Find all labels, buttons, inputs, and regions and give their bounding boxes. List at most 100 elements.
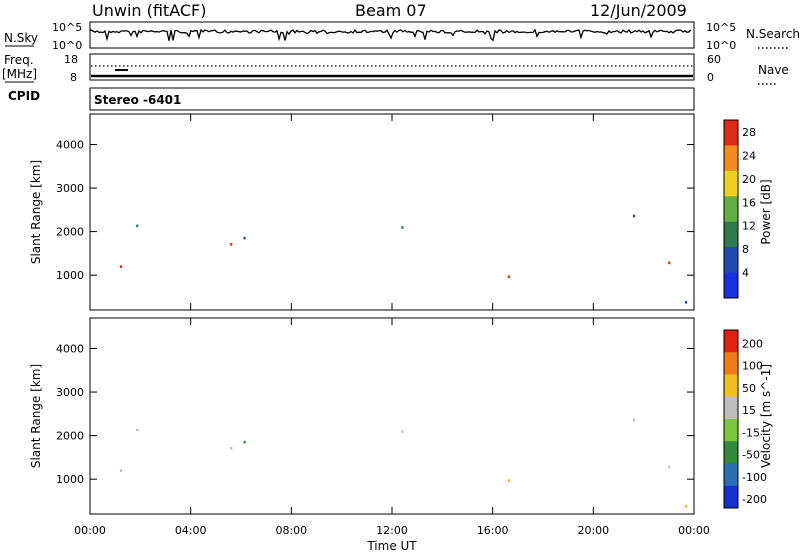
colorbar-swatch bbox=[724, 441, 738, 464]
colorbar-swatch bbox=[724, 396, 738, 420]
velocity-cell bbox=[685, 505, 688, 508]
velocity-cell bbox=[119, 469, 123, 472]
xtick-label: 12:00 bbox=[376, 524, 408, 537]
power-cell bbox=[632, 214, 636, 218]
velocity-cell bbox=[668, 465, 671, 469]
power-cell bbox=[401, 226, 404, 229]
freq-unit: [MHz] bbox=[2, 67, 37, 81]
cpid-label: CPID bbox=[8, 89, 40, 103]
colorbar-swatch bbox=[724, 463, 738, 487]
power-cbar-tick: 12 bbox=[742, 220, 756, 233]
power-cbar-tick: 16 bbox=[742, 196, 756, 209]
power-yticks: 1000 2000 3000 4000 bbox=[56, 138, 694, 282]
power-cbar-tick: 4 bbox=[742, 267, 749, 280]
power-cbar-tick: 28 bbox=[742, 126, 756, 139]
power-data bbox=[119, 214, 688, 304]
power-cell bbox=[685, 301, 688, 304]
ytick-label: 3000 bbox=[56, 386, 84, 399]
velocity-cbar-tick: 15 bbox=[742, 404, 756, 417]
velocity-panel: 1000 2000 3000 4000 Slant Range [km] 200 100… bbox=[29, 114, 773, 553]
velocity-cell bbox=[507, 479, 510, 482]
power-cbar-tick: 8 bbox=[742, 243, 749, 256]
power-cell bbox=[243, 236, 246, 240]
nave-tick-top: 60 bbox=[707, 53, 721, 66]
nsky-tick-bottom: 10^0 bbox=[52, 39, 82, 52]
velocity-colorbar: 200 100 50 15 -15 -50 -100 -200 bbox=[723, 329, 767, 509]
nsearch-label: N.Search bbox=[746, 27, 800, 41]
power-colorbar: 4 8 12 16 20 24 28 bbox=[723, 119, 756, 299]
colorbar-swatch bbox=[724, 330, 738, 353]
nsky-frame bbox=[89, 21, 695, 49]
xtick-label: 20:00 bbox=[577, 524, 609, 537]
colorbar-swatch bbox=[724, 196, 738, 223]
velocity-cbar-tick: -50 bbox=[742, 449, 760, 462]
ytick-label: 1000 bbox=[56, 269, 84, 282]
velocity-cbar-tick: -15 bbox=[742, 426, 760, 439]
velocity-cbar-tick: -200 bbox=[742, 493, 767, 506]
nsky-trace bbox=[90, 28, 692, 42]
velocity-cell bbox=[632, 418, 636, 422]
cpid-frame bbox=[89, 87, 695, 111]
velocity-cell bbox=[243, 440, 246, 444]
colorbar-swatch bbox=[724, 145, 738, 172]
freq-panel: Freq. [MHz] 18 8 60 0 Nave bbox=[2, 53, 789, 85]
ytick-label: 2000 bbox=[56, 430, 84, 443]
ytick-label: 2000 bbox=[56, 226, 84, 239]
velocity-cbar-label: Velocity [m s^-1] bbox=[759, 364, 773, 468]
nsky-label: N.Sky bbox=[4, 31, 38, 45]
beam-title: Beam 07 bbox=[355, 1, 427, 20]
colorbar-swatch bbox=[724, 247, 738, 274]
freq-label: Freq. bbox=[4, 53, 34, 67]
ytick-label: 3000 bbox=[56, 182, 84, 195]
power-cell bbox=[507, 275, 510, 278]
colorbar-swatch bbox=[724, 374, 738, 398]
colorbar-swatch bbox=[724, 272, 738, 299]
nave-label: Nave bbox=[758, 63, 789, 77]
colorbar-frame bbox=[723, 329, 739, 509]
velocity-data bbox=[119, 418, 688, 508]
nsearch-tick-top: 10^5 bbox=[706, 21, 736, 34]
freq-tick-bottom: 8 bbox=[70, 71, 77, 84]
power-panel: 1000 2000 3000 4000 Slant Range [km] 4 8 12 16… bbox=[29, 113, 773, 311]
velocity-cbar-tick: 200 bbox=[742, 337, 763, 350]
nsky-panel: N.Sky 10^5 10^0 10^5 10^0 N.Search bbox=[4, 21, 800, 52]
ytick-label: 4000 bbox=[56, 138, 84, 151]
power-cell bbox=[136, 224, 139, 228]
cpid-value: Stereo -6401 bbox=[94, 93, 181, 107]
nsky-line bbox=[90, 28, 692, 42]
ytick-label: 1000 bbox=[56, 473, 84, 486]
date-title: 12/Jun/2009 bbox=[590, 1, 687, 20]
station-title: Unwin (fitACF) bbox=[92, 1, 206, 20]
time-axis-ticks: 00:00 04:00 08:00 12:00 16:00 20:00 00:00 bbox=[74, 114, 710, 537]
nave-tick-bottom: 0 bbox=[707, 71, 714, 84]
time-axis-label: Time UT bbox=[366, 539, 417, 553]
xtick-label: 16:00 bbox=[477, 524, 509, 537]
velocity-cbar-tick: 100 bbox=[742, 360, 763, 373]
freq-tick-top: 18 bbox=[64, 53, 78, 66]
freq-frame bbox=[89, 53, 695, 81]
colorbar-swatch bbox=[724, 120, 738, 146]
nsearch-tick-bottom: 10^0 bbox=[706, 39, 736, 52]
velocity-cell bbox=[401, 430, 404, 433]
colorbar-swatch bbox=[724, 221, 738, 248]
velocity-frame bbox=[89, 317, 695, 515]
power-cbar-tick: 20 bbox=[742, 173, 756, 186]
power-cell bbox=[119, 265, 123, 268]
power-frame bbox=[89, 113, 695, 311]
nsky-tick-top: 10^5 bbox=[52, 21, 82, 34]
power-cbar-label: Power [dB] bbox=[759, 179, 773, 244]
velocity-cell bbox=[230, 447, 233, 450]
velocity-cell bbox=[136, 428, 139, 432]
velocity-yticks: 1000 2000 3000 4000 bbox=[56, 342, 694, 486]
colorbar-swatch bbox=[724, 419, 738, 442]
colorbar-frame bbox=[723, 119, 739, 299]
colorbar-swatch bbox=[724, 170, 738, 197]
colorbar-swatch bbox=[724, 352, 738, 375]
colorbar-swatch bbox=[724, 485, 738, 509]
xtick-label: 00:00 bbox=[74, 524, 106, 537]
ytick-label: 4000 bbox=[56, 342, 84, 355]
power-cbar-tick: 24 bbox=[742, 149, 756, 162]
velocity-ylabel: Slant Range [km] bbox=[29, 364, 43, 468]
power-cell bbox=[668, 261, 671, 265]
